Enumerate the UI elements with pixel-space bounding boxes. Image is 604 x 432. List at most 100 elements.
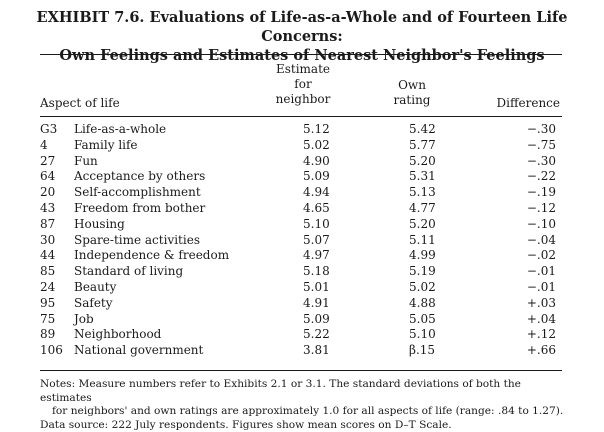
table-row: 64 Acceptance by others 5.09 5.31 −.22: [40, 169, 562, 185]
estimate-value: 5.02: [303, 137, 330, 152]
own-value: 5.42: [409, 122, 436, 136]
difference-value: −.30: [526, 153, 556, 168]
measure-number: 27: [40, 153, 56, 168]
aspect-label: Spare-time activities: [74, 232, 200, 247]
difference-value: +.66: [526, 343, 556, 358]
difference-value: −.10: [526, 216, 556, 231]
aspect-label: Fun: [74, 153, 98, 168]
aspect-label: Neighborhood: [74, 327, 162, 342]
aspect-label: Safety: [74, 295, 113, 310]
difference-value: −.01: [526, 279, 556, 294]
table-body: G3 Life-as-a-whole 5.12 5.42 −.30 4 Fami…: [40, 122, 562, 359]
estimate-value: 4.90: [303, 153, 330, 168]
aspect-label: Job: [74, 311, 94, 326]
notes-line-2: for neighbors' and own ratings are appro…: [52, 405, 564, 418]
aspect-label: Housing: [74, 216, 125, 231]
estimate-value: 5.01: [303, 279, 330, 294]
own-value: 4.77: [409, 200, 436, 215]
header-difference: Difference: [496, 96, 560, 110]
own-value: 5.77: [409, 137, 436, 152]
estimate-value: 5.07: [303, 232, 330, 247]
difference-value: −.75: [526, 137, 556, 152]
own-value: 5.20: [409, 216, 436, 231]
difference-value: +.03: [526, 295, 556, 310]
header-estimate-line-3: neighbor: [275, 92, 331, 106]
difference-value: −.04: [526, 232, 556, 247]
difference-value: +.12: [526, 327, 556, 342]
own-value: 5.02: [409, 279, 436, 294]
measure-number: 44: [40, 248, 56, 263]
table-row: G3 Life-as-a-whole 5.12 5.42 −.30: [40, 122, 562, 138]
measure-number: 85: [40, 264, 56, 279]
table-row: 24 Beauty 5.01 5.02 −.01: [40, 280, 562, 296]
aspect-label: Self-accomplishment: [74, 185, 201, 200]
own-value: 5.05: [409, 311, 436, 326]
measure-number: 30: [40, 232, 56, 247]
measure-number: 64: [40, 169, 56, 184]
table-row: 85 Standard of living 5.18 5.19 −.01: [40, 264, 562, 280]
estimate-value: 5.18: [303, 264, 330, 279]
aspect-label: National government: [74, 343, 204, 358]
aspect-label: Life-as-a-whole: [74, 122, 167, 136]
own-value: 4.99: [409, 248, 436, 263]
measure-number: 20: [40, 185, 56, 200]
aspect-label: Standard of living: [74, 264, 184, 279]
top-rule: [40, 54, 562, 55]
header-rule: [40, 116, 562, 117]
estimate-value: 3.81: [303, 343, 330, 358]
difference-value: −.22: [526, 169, 556, 184]
estimate-value: 5.22: [303, 327, 330, 342]
own-value: 5.19: [409, 264, 436, 279]
own-value: 4.88: [409, 295, 436, 310]
notes-line-3: Data source: 222 July respondents. Figur…: [40, 418, 452, 431]
aspect-label: Beauty: [74, 279, 117, 294]
measure-number: 4: [40, 137, 48, 152]
title-line-1: EXHIBIT 7.6. Evaluations of Life-as-a-Wh…: [36, 9, 568, 45]
own-value: 5.13: [409, 185, 436, 200]
own-value: 5.11: [409, 232, 436, 247]
measure-number: 87: [40, 216, 56, 231]
difference-value: +.04: [526, 311, 556, 326]
measure-number: 43: [40, 200, 56, 215]
header-aspect: Aspect of life: [40, 96, 120, 110]
difference-value: −.01: [526, 264, 556, 279]
estimate-value: 4.97: [303, 248, 330, 263]
table-row: 87 Housing 5.10 5.20 −.10: [40, 217, 562, 233]
own-value: 5.20: [409, 153, 436, 168]
aspect-label: Acceptance by others: [74, 169, 206, 184]
estimate-value: 4.94: [303, 185, 330, 200]
difference-value: −.19: [526, 185, 556, 200]
header-own-line-1: Own: [398, 78, 426, 92]
measure-number: 24: [40, 279, 56, 294]
header-own-line-2: rating: [393, 93, 431, 107]
measure-number: 106: [40, 343, 63, 358]
table-row: 95 Safety 4.91 4.88 +.03: [40, 296, 562, 312]
estimate-value: 4.91: [303, 295, 330, 310]
aspect-label: Independence & freedom: [74, 248, 230, 263]
notes-line-1: Notes: Measure numbers refer to Exhibits…: [40, 378, 521, 404]
table-row: 27 Fun 4.90 5.20 −.30: [40, 154, 562, 170]
table-row: 43 Freedom from bother 4.65 4.77 −.12: [40, 201, 562, 217]
difference-value: −.02: [526, 248, 556, 263]
table-notes: Notes: Measure numbers refer to Exhibits…: [40, 378, 568, 432]
own-value: β.15: [409, 343, 436, 358]
measure-number: G3: [40, 122, 58, 136]
measure-number: 75: [40, 311, 56, 326]
measure-number: 95: [40, 295, 56, 310]
estimate-value: 5.09: [303, 169, 330, 184]
table-row: 4 Family life 5.02 5.77 −.75: [40, 138, 562, 154]
aspect-label: Freedom from bother: [74, 200, 206, 215]
estimate-value: 5.09: [303, 311, 330, 326]
header-estimate: Estimate for neighbor: [270, 62, 336, 107]
table-row: 30 Spare-time activities 5.07 5.11 −.04: [40, 233, 562, 249]
header-own: Own rating: [384, 78, 440, 108]
table-row: 89 Neighborhood 5.22 5.10 +.12: [40, 327, 562, 343]
table-row: 106 National government 3.81 β.15 +.66: [40, 343, 562, 359]
own-value: 5.10: [409, 327, 436, 342]
estimate-value: 5.10: [303, 216, 330, 231]
header-estimate-line-1: Estimate: [275, 62, 331, 76]
aspect-label: Family life: [74, 137, 138, 152]
difference-value: −.30: [526, 122, 556, 136]
estimate-value: 5.12: [303, 122, 330, 136]
